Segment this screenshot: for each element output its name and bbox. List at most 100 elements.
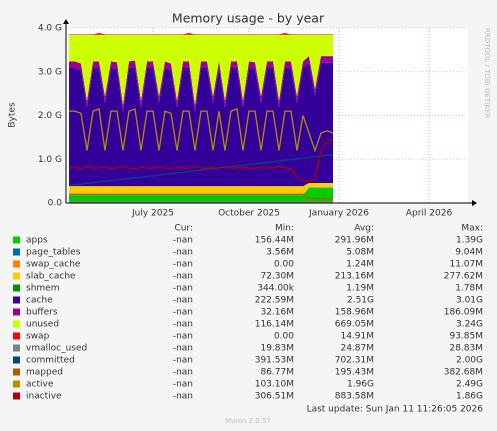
legend-swatch [13, 236, 20, 244]
legend-swatch [13, 332, 20, 340]
legend-stat: 28.83M [449, 344, 483, 354]
legend-stat: -nan [173, 344, 193, 354]
x-tick-label: July 2025 [131, 209, 174, 219]
legend-stat: 702.31M [335, 356, 374, 366]
legend-header: Cur: [174, 224, 193, 234]
legend-stat: -nan [173, 308, 193, 318]
legend-header: Avg: [354, 224, 374, 234]
legend-stat: -nan [173, 296, 193, 306]
y-tick-label: 3.0 G [38, 67, 62, 77]
legend-stat: -nan [173, 248, 193, 258]
legend-label: swap_cache [26, 260, 81, 270]
area-slab_cache [69, 183, 333, 195]
legend-stat: 3.24G [456, 320, 483, 330]
legend-label: buffers [26, 308, 58, 318]
legend-label: inactive [26, 392, 62, 402]
legend-label: shmem [26, 284, 59, 294]
legend-swatch [13, 368, 20, 376]
legend-stat: 382.68M [444, 368, 483, 378]
y-tick-label: 0.0 [48, 199, 63, 209]
y-arrow [63, 19, 69, 24]
legend-stat: 0.00 [274, 332, 294, 342]
legend-label: apps [26, 236, 48, 246]
legend-stat: 156.44M [255, 236, 294, 246]
legend-header: Min: [275, 224, 294, 234]
footer: Munin 2.0.57 [225, 417, 271, 425]
legend-swatch [13, 284, 20, 292]
x-tick-label: October 2025 [218, 209, 280, 219]
legend-stat: 186.09M [444, 308, 483, 318]
legend-stat: -nan [173, 284, 193, 294]
legend-swatch [13, 260, 20, 268]
legend-stat: 72.30M [260, 272, 294, 282]
legend-label: cache [26, 296, 53, 306]
line-mapped [69, 193, 333, 200]
legend-stat: 3.56M [266, 248, 294, 258]
legend-stat: 14.91M [340, 332, 374, 342]
y-axis-label: Bytes [8, 102, 18, 128]
legend-stat: 2.49G [456, 380, 483, 390]
area-cache [69, 62, 333, 187]
legend-label: committed [26, 356, 75, 366]
legend-stat: 3.01G [456, 296, 483, 306]
legend-stat: -nan [173, 260, 193, 270]
legend-stat: 391.53M [255, 356, 294, 366]
legend-swatch [13, 356, 20, 364]
legend-stat: 1.78M [455, 284, 483, 294]
legend-label: unused [26, 320, 59, 330]
legend-stat: -nan [173, 392, 193, 402]
area-swap [69, 32, 333, 35]
legend-stat: -nan [173, 236, 193, 246]
x-tick-label: April 2026 [406, 209, 453, 219]
legend-swatch [13, 344, 20, 352]
axes [63, 19, 477, 206]
legend-label: page_tables [26, 248, 81, 258]
legend-stat: 116.14M [255, 320, 294, 330]
marks [68, 32, 334, 203]
legend-stat: 86.77M [260, 368, 294, 378]
legend-header: Max: [461, 224, 483, 234]
line-committed [68, 154, 334, 187]
line-active [69, 108, 334, 153]
legend-stat: 1.39G [456, 236, 483, 246]
legend-stat: -nan [173, 272, 193, 282]
legend-label: active [26, 380, 54, 390]
legend-stat: -nan [173, 320, 193, 330]
legend-stat: 9.04M [455, 248, 483, 258]
chart-title: Memory usage - by year [172, 11, 325, 26]
legend: Cur: Min: Avg: Max: apps -nan 156.44M 291.96M 1.… [13, 224, 483, 402]
x-arrow [472, 200, 477, 206]
legend-label: slab_cache [26, 272, 76, 282]
y-tick-label: 1.0 G [38, 155, 62, 165]
legend-stat: 1.96G [347, 380, 374, 390]
area-buffers [69, 56, 333, 112]
legend-label: mapped [26, 368, 63, 378]
legend-label: swap [26, 332, 50, 342]
legend-stat: 213.16M [335, 272, 374, 282]
area-apps [69, 187, 333, 203]
y-tick-label: 4.0 G [38, 24, 62, 34]
legend-stat: 195.43M [335, 368, 374, 378]
legend-stat: 103.10M [255, 380, 294, 390]
legend-stat: 19.83M [260, 344, 294, 354]
legend-stat: 24.87M [340, 344, 374, 354]
x-tick-label: January 2026 [308, 209, 369, 219]
legend-stat: 93.85M [449, 332, 483, 342]
legend-label: vmalloc_used [26, 344, 87, 354]
legend-stat: 5.08M [346, 248, 374, 258]
legend-stat: 1.24M [346, 260, 374, 270]
legend-stat: 883.58M [335, 392, 374, 402]
legend-swatch [13, 320, 20, 328]
legend-stat: -nan [173, 332, 193, 342]
legend-swatch [13, 308, 20, 316]
legend-stat: 0.00 [274, 260, 294, 270]
legend-swatch [13, 296, 20, 304]
line-inactive [68, 138, 334, 182]
legend-stat: 669.05M [335, 320, 374, 330]
legend-stat: 1.86G [456, 392, 483, 402]
legend-stat: 2.51G [347, 296, 374, 306]
legend-stat: 32.16M [260, 308, 294, 318]
legend-stat: -nan [173, 356, 193, 366]
side-note: RRDTOOL / TOBI OETIKER [483, 28, 491, 118]
